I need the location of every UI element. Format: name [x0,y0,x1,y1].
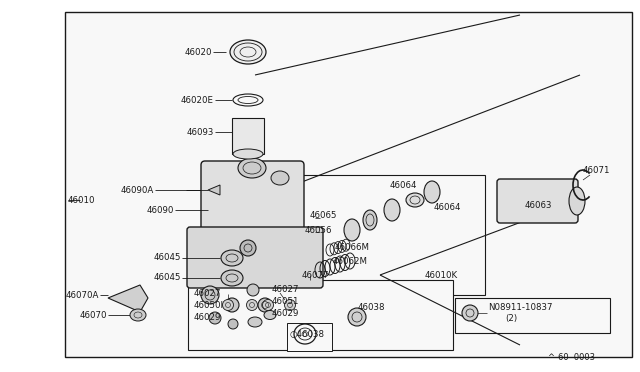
Ellipse shape [238,158,266,178]
Text: 46020E: 46020E [181,96,214,105]
Text: 46071: 46071 [583,166,611,174]
Ellipse shape [569,187,585,215]
Text: 46070: 46070 [79,311,107,320]
Text: 46027: 46027 [272,285,300,295]
Text: 46029: 46029 [272,310,300,318]
Text: 46090A: 46090A [121,186,154,195]
Bar [455,298,610,333]
Ellipse shape [262,299,273,311]
Text: 46062M: 46062M [333,257,368,266]
Polygon shape [208,185,220,195]
FancyBboxPatch shape [201,161,304,249]
FancyBboxPatch shape [497,179,578,223]
Ellipse shape [228,319,238,329]
Ellipse shape [223,299,234,311]
Ellipse shape [344,219,360,241]
Text: 46056: 46056 [305,225,333,234]
Text: 46038: 46038 [358,302,385,311]
Ellipse shape [406,193,424,207]
Text: 46093: 46093 [187,128,214,137]
Text: 46051: 46051 [272,298,300,307]
Text: 46066M: 46066M [335,244,370,253]
Ellipse shape [209,312,221,324]
Text: N08911-10837: N08911-10837 [488,302,552,311]
Ellipse shape [233,149,263,159]
Bar [188,280,453,350]
Ellipse shape [285,299,296,311]
Text: 46064: 46064 [434,202,461,212]
Ellipse shape [462,305,478,321]
Bar [232,118,264,154]
Ellipse shape [384,199,400,221]
Text: (2): (2) [505,314,517,323]
Ellipse shape [130,309,146,321]
Text: 46027: 46027 [194,289,221,298]
Text: 46045: 46045 [154,253,181,263]
Text: ^-60  0003: ^-60 0003 [548,353,595,362]
Bar [300,175,485,295]
Text: 46063: 46063 [525,201,552,209]
Text: 46045: 46045 [154,273,181,282]
Text: ○46038: ○46038 [289,330,324,339]
Text: 46064: 46064 [390,180,417,189]
Text: 46070A: 46070A [66,291,99,299]
Ellipse shape [221,270,243,286]
Ellipse shape [271,171,289,185]
Polygon shape [108,285,148,312]
Text: 46077: 46077 [302,270,330,279]
Ellipse shape [264,311,276,320]
Bar [287,323,332,351]
Text: 46010: 46010 [68,196,95,205]
Text: 46050I: 46050I [194,301,224,311]
Text: 46029: 46029 [194,314,221,323]
Text: 46010K: 46010K [425,270,458,279]
Ellipse shape [221,250,243,266]
Ellipse shape [247,284,259,296]
Ellipse shape [424,181,440,203]
Ellipse shape [240,240,256,256]
Text: 46065: 46065 [310,211,337,219]
Ellipse shape [225,298,239,312]
Ellipse shape [201,286,219,304]
Bar [65,12,632,357]
Ellipse shape [348,308,366,326]
FancyBboxPatch shape [187,227,323,288]
Text: 46090: 46090 [147,205,174,215]
Ellipse shape [248,317,262,327]
Ellipse shape [363,210,377,230]
Ellipse shape [258,298,272,312]
Ellipse shape [230,40,266,64]
Ellipse shape [246,299,257,311]
Text: 46020: 46020 [184,48,212,57]
